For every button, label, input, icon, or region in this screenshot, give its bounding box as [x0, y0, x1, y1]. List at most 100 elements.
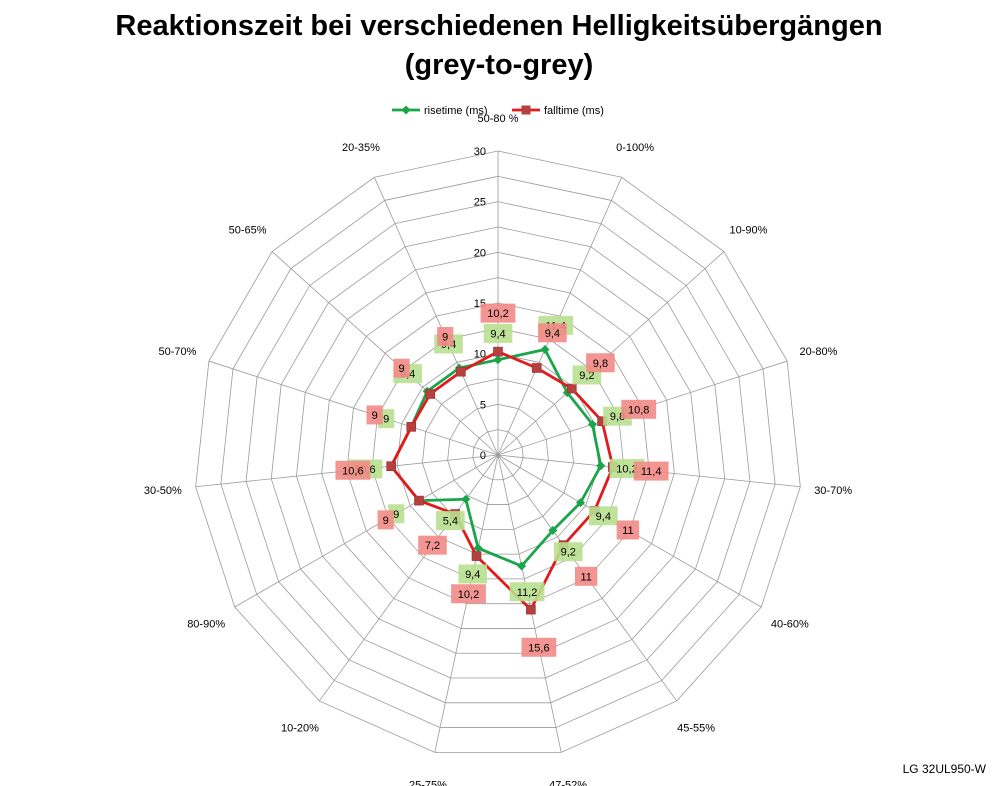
chart-title-line2: (grey-to-grey)	[404, 49, 594, 81]
data-label-bg	[480, 303, 516, 323]
category-label: 47-52%	[549, 780, 587, 786]
category-label: 10-90%	[729, 225, 767, 237]
data-label-bg	[633, 461, 669, 481]
data-point	[414, 495, 424, 506]
radial-tick-label: 30	[474, 146, 486, 158]
grid-spoke	[497, 454, 562, 753]
data-label-bg	[553, 542, 583, 562]
data-label-bg	[458, 564, 488, 584]
grid-ring	[245, 201, 751, 704]
category-label: 20-80%	[800, 346, 838, 358]
data-point	[596, 461, 606, 471]
category-label: 20-35%	[342, 142, 380, 154]
data-label-text: 9,4	[596, 511, 611, 523]
data-label: 5,4	[436, 511, 465, 531]
data-label-text: 15,6	[528, 642, 549, 654]
category-label: 80-90%	[187, 619, 225, 631]
category-label: 25-75%	[409, 780, 447, 786]
data-label-bg	[366, 405, 383, 425]
data-label-text: 9	[399, 363, 405, 375]
grid-ring	[472, 429, 524, 481]
grid-spoke	[373, 177, 499, 456]
grid-spoke	[208, 360, 499, 456]
legend-item: falltime (ms)	[512, 105, 604, 117]
data-label-text: 10,2	[458, 589, 479, 601]
data-label: 11	[574, 566, 598, 586]
data-label-bg	[418, 535, 447, 555]
data-label-text: 11,4	[641, 466, 662, 478]
category-label: 0-100%	[616, 142, 654, 154]
chart-title-line1: Reaktionszeit bei verschiedenen Helligke…	[115, 10, 883, 42]
data-label: 15,6	[521, 637, 557, 657]
data-label-text: 11	[622, 525, 633, 537]
data-point	[473, 543, 483, 553]
data-label-text: 9	[383, 414, 389, 426]
data-point	[566, 383, 577, 394]
data-label-bg	[437, 327, 454, 347]
series-risetime-line	[389, 348, 603, 568]
device-model-label: LG 32UL950-W	[902, 762, 986, 776]
data-point	[493, 346, 503, 357]
data-label-bg	[574, 566, 598, 586]
data-label-bg	[616, 520, 640, 540]
data-label-text: 11	[580, 571, 591, 583]
data-label-bg	[586, 353, 615, 373]
data-label: 9,4	[483, 323, 513, 343]
data-point	[425, 389, 436, 399]
radial-tick-label: 20	[474, 247, 486, 259]
data-label-text: 9	[393, 509, 399, 521]
data-point	[471, 551, 482, 561]
data-label: 9,8	[586, 353, 615, 373]
legend-marker	[401, 105, 411, 115]
data-label-text: 9,8	[593, 358, 608, 370]
data-label-text: 9,2	[579, 370, 594, 382]
data-label: 9,4	[589, 506, 618, 526]
data-point	[461, 494, 471, 504]
data-label: 11,2	[509, 582, 545, 602]
data-point	[526, 604, 536, 615]
data-point	[587, 419, 597, 429]
data-label-text: 10,6	[342, 465, 363, 477]
category-label: 50-70%	[159, 346, 197, 358]
grid-spoke	[434, 454, 499, 753]
data-point	[386, 461, 396, 472]
legend-label: risetime (ms)	[424, 105, 488, 117]
data-label: 10,8	[621, 399, 657, 419]
data-label-text: 9,2	[561, 547, 576, 559]
radial-tick-label: 10	[474, 349, 486, 361]
data-label-text: 9	[383, 515, 389, 527]
data-label-text: 11,2	[517, 587, 538, 599]
data-label: 11,4	[633, 461, 669, 481]
grid-ring	[346, 302, 650, 605]
series-falltime-line	[389, 350, 615, 612]
data-label: 9,2	[553, 542, 583, 562]
data-labels: 9,411,49,29,810,29,49,211,29,45,4910,699…	[335, 303, 669, 657]
legend-item: risetime (ms)	[392, 105, 488, 117]
data-label-bg	[377, 510, 394, 530]
data-label: 9	[377, 510, 394, 530]
legend-label: falltime (ms)	[544, 105, 604, 117]
data-label-text: 5,4	[443, 516, 458, 528]
data-label-text: 10,8	[628, 404, 649, 416]
data-label-bg	[621, 399, 657, 419]
category-label: 40-60%	[771, 619, 809, 631]
data-point	[531, 363, 542, 373]
radial-tick-label: 5	[480, 399, 486, 411]
data-label-bg	[483, 323, 513, 343]
data-label: 9	[393, 358, 410, 378]
category-label: 45-55%	[677, 723, 715, 735]
data-label: 10,2	[451, 584, 486, 604]
data-label: 10,2	[480, 303, 516, 323]
data-label: 9,4	[458, 564, 488, 584]
data-label: 9	[437, 327, 454, 347]
data-point	[548, 525, 558, 535]
data-label-text: 10,2	[616, 464, 637, 476]
grid-spoke	[234, 454, 499, 608]
legend-marker	[521, 105, 531, 115]
data-label: 7,2	[418, 535, 447, 555]
data-label-bg	[335, 460, 371, 480]
radial-tick-label: 0	[480, 450, 486, 462]
data-label-text: 9	[442, 332, 448, 344]
